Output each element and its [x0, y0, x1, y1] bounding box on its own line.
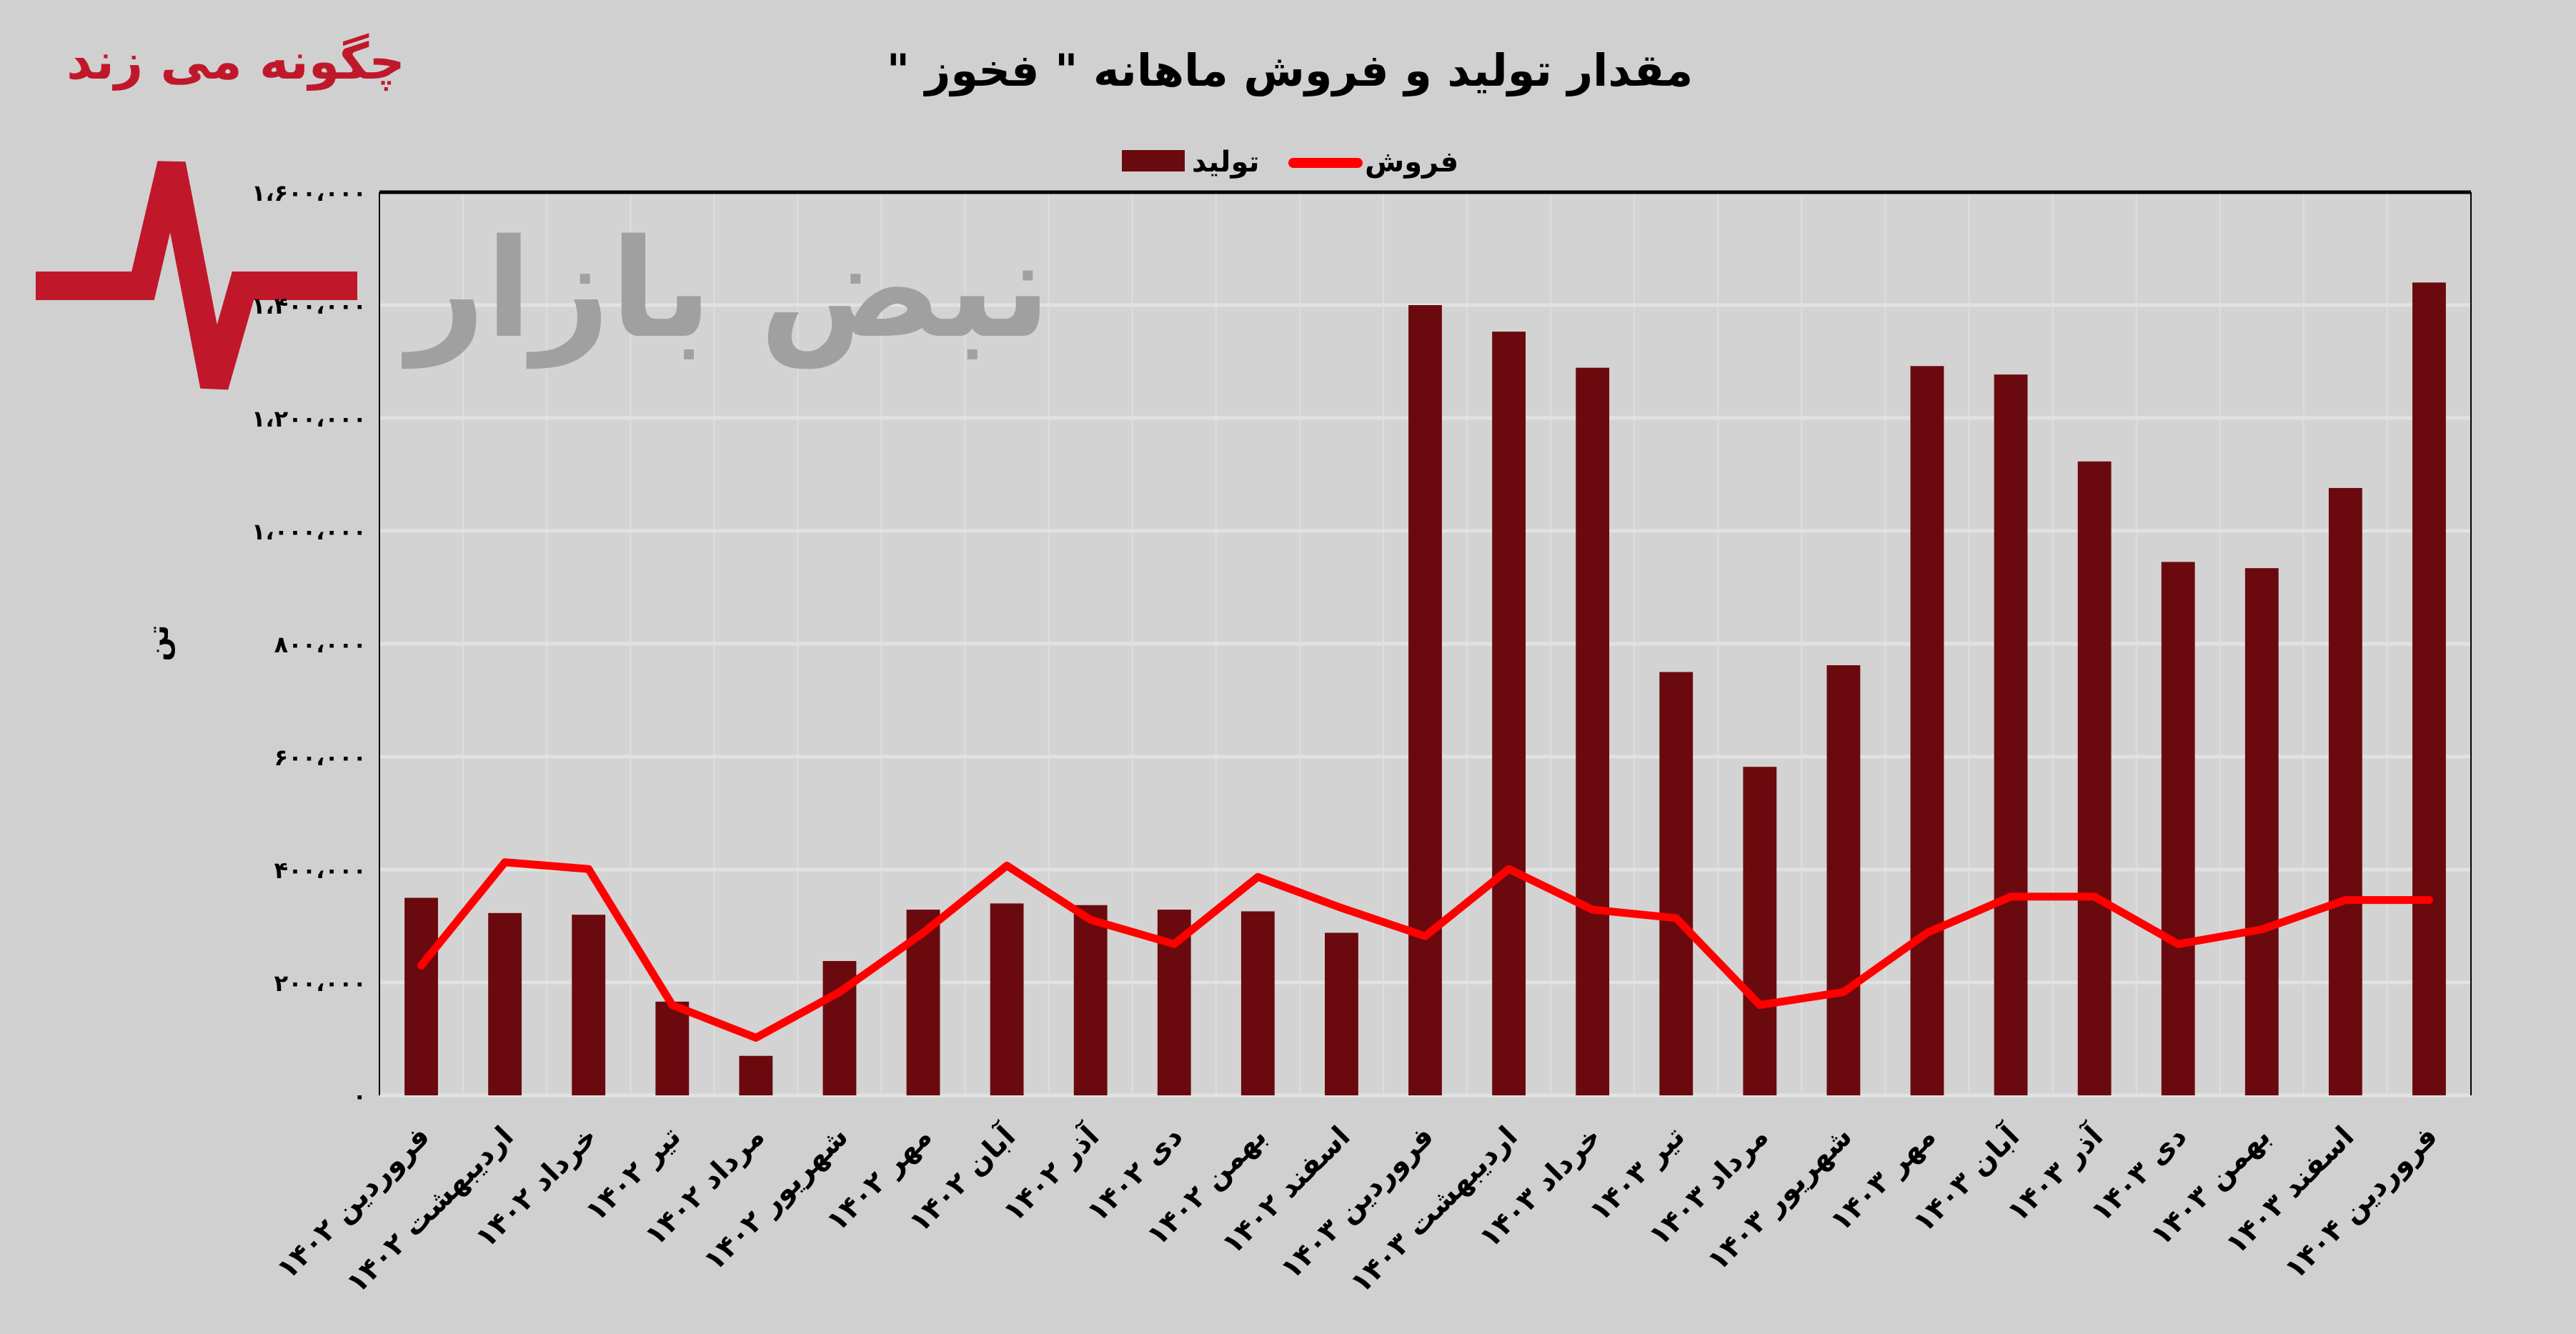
point-sales — [837, 990, 841, 994]
y-axis-label: تن — [142, 624, 175, 661]
point-sales — [1173, 942, 1176, 946]
point-sales — [2344, 898, 2347, 902]
bar-production — [2161, 562, 2195, 1095]
point-sales — [587, 867, 590, 871]
point-sales — [2093, 895, 2097, 898]
point-sales — [1256, 875, 1260, 879]
bar-production — [404, 897, 438, 1095]
point-sales — [1925, 931, 1929, 935]
bar-production — [1240, 911, 1275, 1095]
bar-production — [1910, 366, 1944, 1095]
point-sales — [419, 964, 423, 967]
point-sales — [922, 931, 925, 935]
y-tick-label: ۱،۴۰۰،۰۰۰ — [252, 292, 367, 319]
y-tick-label: ۶۰۰،۰۰۰ — [274, 744, 367, 771]
y-tick-label: ۸۰۰،۰۰۰ — [274, 631, 367, 658]
x-tick-label: شهریور ۱۴۰۳ — [1701, 1120, 1859, 1278]
point-sales — [2260, 927, 2264, 931]
point-sales — [1841, 990, 1845, 994]
point-sales — [1423, 935, 1427, 938]
point-sales — [1089, 918, 1093, 922]
bar-production — [655, 1001, 690, 1095]
bar-production — [1325, 932, 1358, 1095]
legend-label-sales: فروش — [1365, 146, 1458, 179]
x-tick-label: شهریور ۱۴۰۲ — [697, 1120, 855, 1278]
bar-production — [2077, 461, 2112, 1095]
bar-production — [1826, 665, 1861, 1095]
bar-production — [2412, 282, 2446, 1095]
bar-production — [1659, 672, 1694, 1095]
bar-production — [990, 903, 1024, 1095]
bar-production — [1073, 905, 1108, 1095]
point-sales — [2427, 898, 2431, 902]
y-tick-label: ۴۰۰،۰۰۰ — [274, 857, 367, 884]
legend-label-production: تولید — [1192, 146, 1260, 179]
legend: تولید فروش — [1122, 146, 1458, 179]
bar-production — [1492, 332, 1526, 1095]
bar-production — [488, 912, 522, 1095]
chart-title: مقدار تولید و فروش ماهانه " فخوز " — [887, 44, 1693, 96]
point-sales — [754, 1036, 757, 1040]
bar-production — [572, 915, 606, 1095]
point-sales — [1507, 867, 1511, 871]
bar-production — [739, 1055, 773, 1095]
point-sales — [1674, 916, 1678, 920]
y-tick-label: ۱،۲۰۰،۰۰۰ — [252, 405, 367, 432]
logo-pulse-icon — [36, 161, 357, 390]
point-sales — [2177, 942, 2180, 946]
x-tick-label: فروردین ۱۴۰۴ — [2279, 1120, 2445, 1286]
y-tick-label: ۰ — [352, 1082, 367, 1110]
point-sales — [670, 1003, 674, 1007]
bar-production — [1743, 767, 1777, 1095]
y-tick-label: ۱،۰۰۰،۰۰۰ — [252, 518, 367, 545]
bar-production — [1576, 367, 1610, 1095]
point-sales — [2009, 895, 2013, 898]
line-series — [417, 858, 2433, 1042]
x-tick-label: فروردین ۱۴۰۳ — [1275, 1120, 1441, 1286]
legend-swatch-production — [1122, 150, 1185, 171]
bar-series — [404, 282, 2446, 1095]
point-sales — [1591, 908, 1594, 912]
bar-production — [1408, 305, 1442, 1095]
point-sales — [1340, 906, 1343, 910]
watermark-logo: چگونه می زند نبض بازار — [36, 32, 1051, 390]
y-tick-label: ۲۰۰،۰۰۰ — [274, 970, 367, 997]
bar-production — [2244, 568, 2279, 1095]
point-sales — [503, 860, 507, 864]
point-sales — [1758, 1003, 1761, 1007]
bar-production — [2328, 487, 2362, 1095]
y-tick-label: ۱،۶۰۰،۰۰۰ — [252, 179, 367, 206]
logo-name: نبض بازار — [402, 210, 1051, 369]
point-sales — [1005, 864, 1009, 867]
bar-production — [1994, 374, 2028, 1095]
x-tick-label: فروردین ۱۴۰۲ — [271, 1120, 437, 1286]
logo-tagline: چگونه می زند — [66, 32, 405, 91]
